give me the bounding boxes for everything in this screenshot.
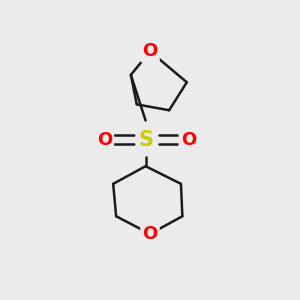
Text: O: O [142, 225, 158, 243]
Text: O: O [181, 131, 196, 149]
Text: O: O [97, 131, 112, 149]
Text: O: O [142, 42, 158, 60]
Text: S: S [138, 130, 153, 150]
